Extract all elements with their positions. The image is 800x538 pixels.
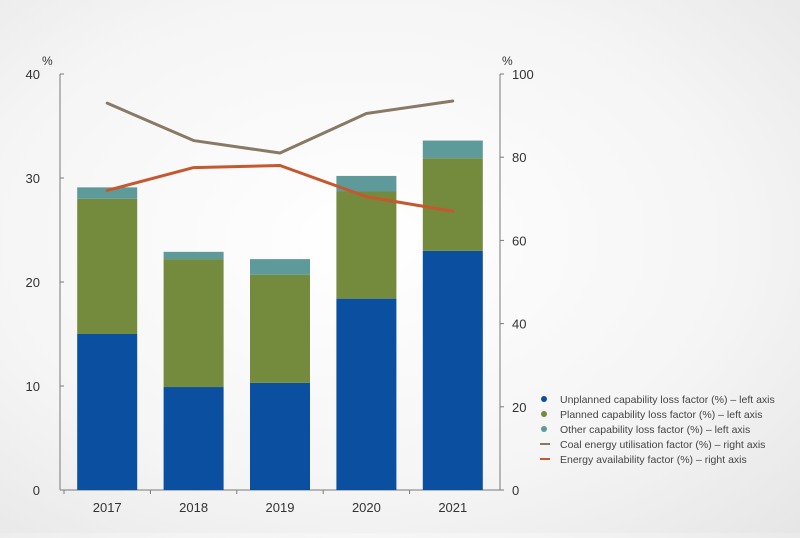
bar-segment-unplanned	[336, 298, 397, 490]
bar-segment-unplanned	[163, 387, 224, 490]
bar-segment-other	[336, 175, 397, 192]
bar-segment-planned	[163, 259, 224, 388]
right-axis-unit: %	[502, 54, 513, 68]
right-tick-label: 0	[512, 483, 519, 498]
bar-segment-planned	[77, 198, 138, 334]
bar-segment-unplanned	[77, 334, 138, 490]
x-tick-label: 2021	[438, 500, 467, 515]
bar-segment-planned	[422, 158, 483, 251]
bar-segment-other	[250, 259, 310, 275]
x-tick-label: 2020	[352, 500, 381, 515]
coal-utilisation-line	[105, 99, 455, 155]
left-tick-label: 0	[33, 483, 40, 498]
axes: 0 10 20 30 40% 0 20 40 60 80 100% 2017 2018 2019 2020 2…	[26, 54, 534, 515]
legend-swatch	[541, 396, 547, 402]
bar-segment-other	[163, 251, 224, 260]
bars	[77, 140, 483, 490]
left-tick-label: 20	[26, 275, 40, 290]
left-tick-label: 40	[26, 67, 40, 82]
left-tick-label: 30	[26, 171, 40, 186]
right-tick-label: 80	[512, 150, 526, 165]
bar-segment-other	[77, 187, 138, 199]
left-axis-unit: %	[42, 54, 53, 68]
bar-segment-planned	[336, 191, 397, 299]
bar-segment-other	[422, 140, 483, 159]
legend-entry-label: Unplanned capability loss factor (%) – l…	[560, 394, 775, 406]
left-tick-label: 10	[26, 379, 40, 394]
right-tick-label: 20	[512, 400, 526, 415]
right-tick-label: 100	[512, 67, 534, 82]
legend-entry-label: Other capability loss factor (%) – left …	[560, 424, 750, 436]
lines	[105, 99, 455, 213]
right-tick-label: 40	[512, 317, 526, 332]
energy-availability-line	[105, 164, 455, 213]
right-tick-label: 60	[512, 233, 526, 248]
x-tick-label: 2017	[93, 500, 122, 515]
bar-segment-unplanned	[250, 382, 310, 490]
legend-entry-label: Coal energy utilisation factor (%) – rig…	[560, 439, 765, 451]
legend-entry-label: Planned capability loss factor (%) – lef…	[560, 409, 763, 421]
legend: Unplanned capability loss factor (%) – l…	[540, 394, 775, 466]
bar-segment-planned	[250, 274, 310, 383]
legend-swatch	[541, 411, 547, 417]
x-tick-label: 2019	[266, 500, 295, 515]
x-tick-label: 2018	[179, 500, 208, 515]
legend-swatch	[541, 426, 547, 432]
bar-segment-unplanned	[422, 250, 483, 490]
legend-entry-label: Energy availability factor (%) – right a…	[560, 454, 747, 466]
